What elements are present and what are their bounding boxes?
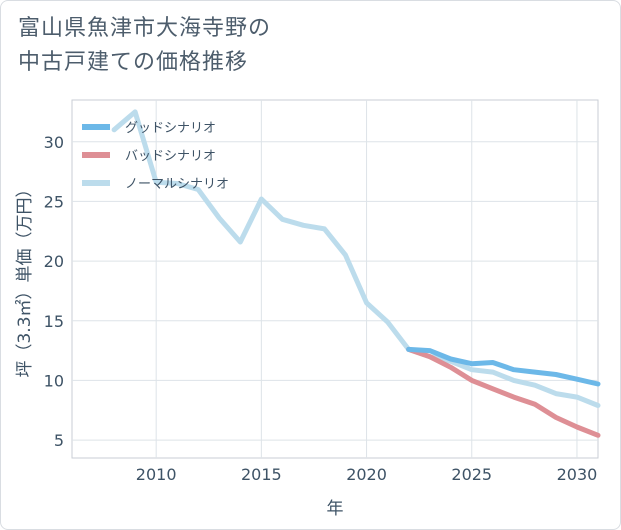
series-line-1 (406, 346, 601, 438)
y-tick-label-30: 30 (44, 133, 64, 152)
x-tick-label-2025: 2025 (451, 465, 492, 484)
legend-label-2: ノーマルシナリオ (125, 177, 229, 192)
x-tick-label-2020: 2020 (346, 465, 387, 484)
series-line-0 (406, 346, 601, 387)
chart-title: 富山県魚津市大海寺野の 中古戸建ての価格推移 (18, 12, 271, 80)
series-lines (111, 109, 601, 438)
chart-title-line-2: 中古戸建ての価格推移 (18, 50, 249, 75)
y-tick-label-10: 10 (44, 371, 64, 390)
legend-label-1: バッドシナリオ (125, 149, 216, 164)
series-line-2 (111, 109, 601, 408)
y-tick-label-15: 15 (44, 312, 64, 331)
y-tick-label-25: 25 (44, 192, 64, 211)
x-tick-label-2030: 2030 (557, 465, 598, 484)
y-tick-label-5: 5 (54, 431, 64, 450)
x-tick-label-2015: 2015 (241, 465, 282, 484)
y-tick-label-20: 20 (44, 252, 64, 271)
y-axis-title: 坪（3.3㎡）単価（万円） (15, 180, 35, 377)
legend-label-0: グッドシナリオ (125, 121, 216, 136)
x-tick-label-2010: 2010 (136, 465, 177, 484)
x-axis-title: 年 (327, 499, 344, 519)
chart-title-line-1: 富山県魚津市大海寺野の (18, 16, 272, 41)
